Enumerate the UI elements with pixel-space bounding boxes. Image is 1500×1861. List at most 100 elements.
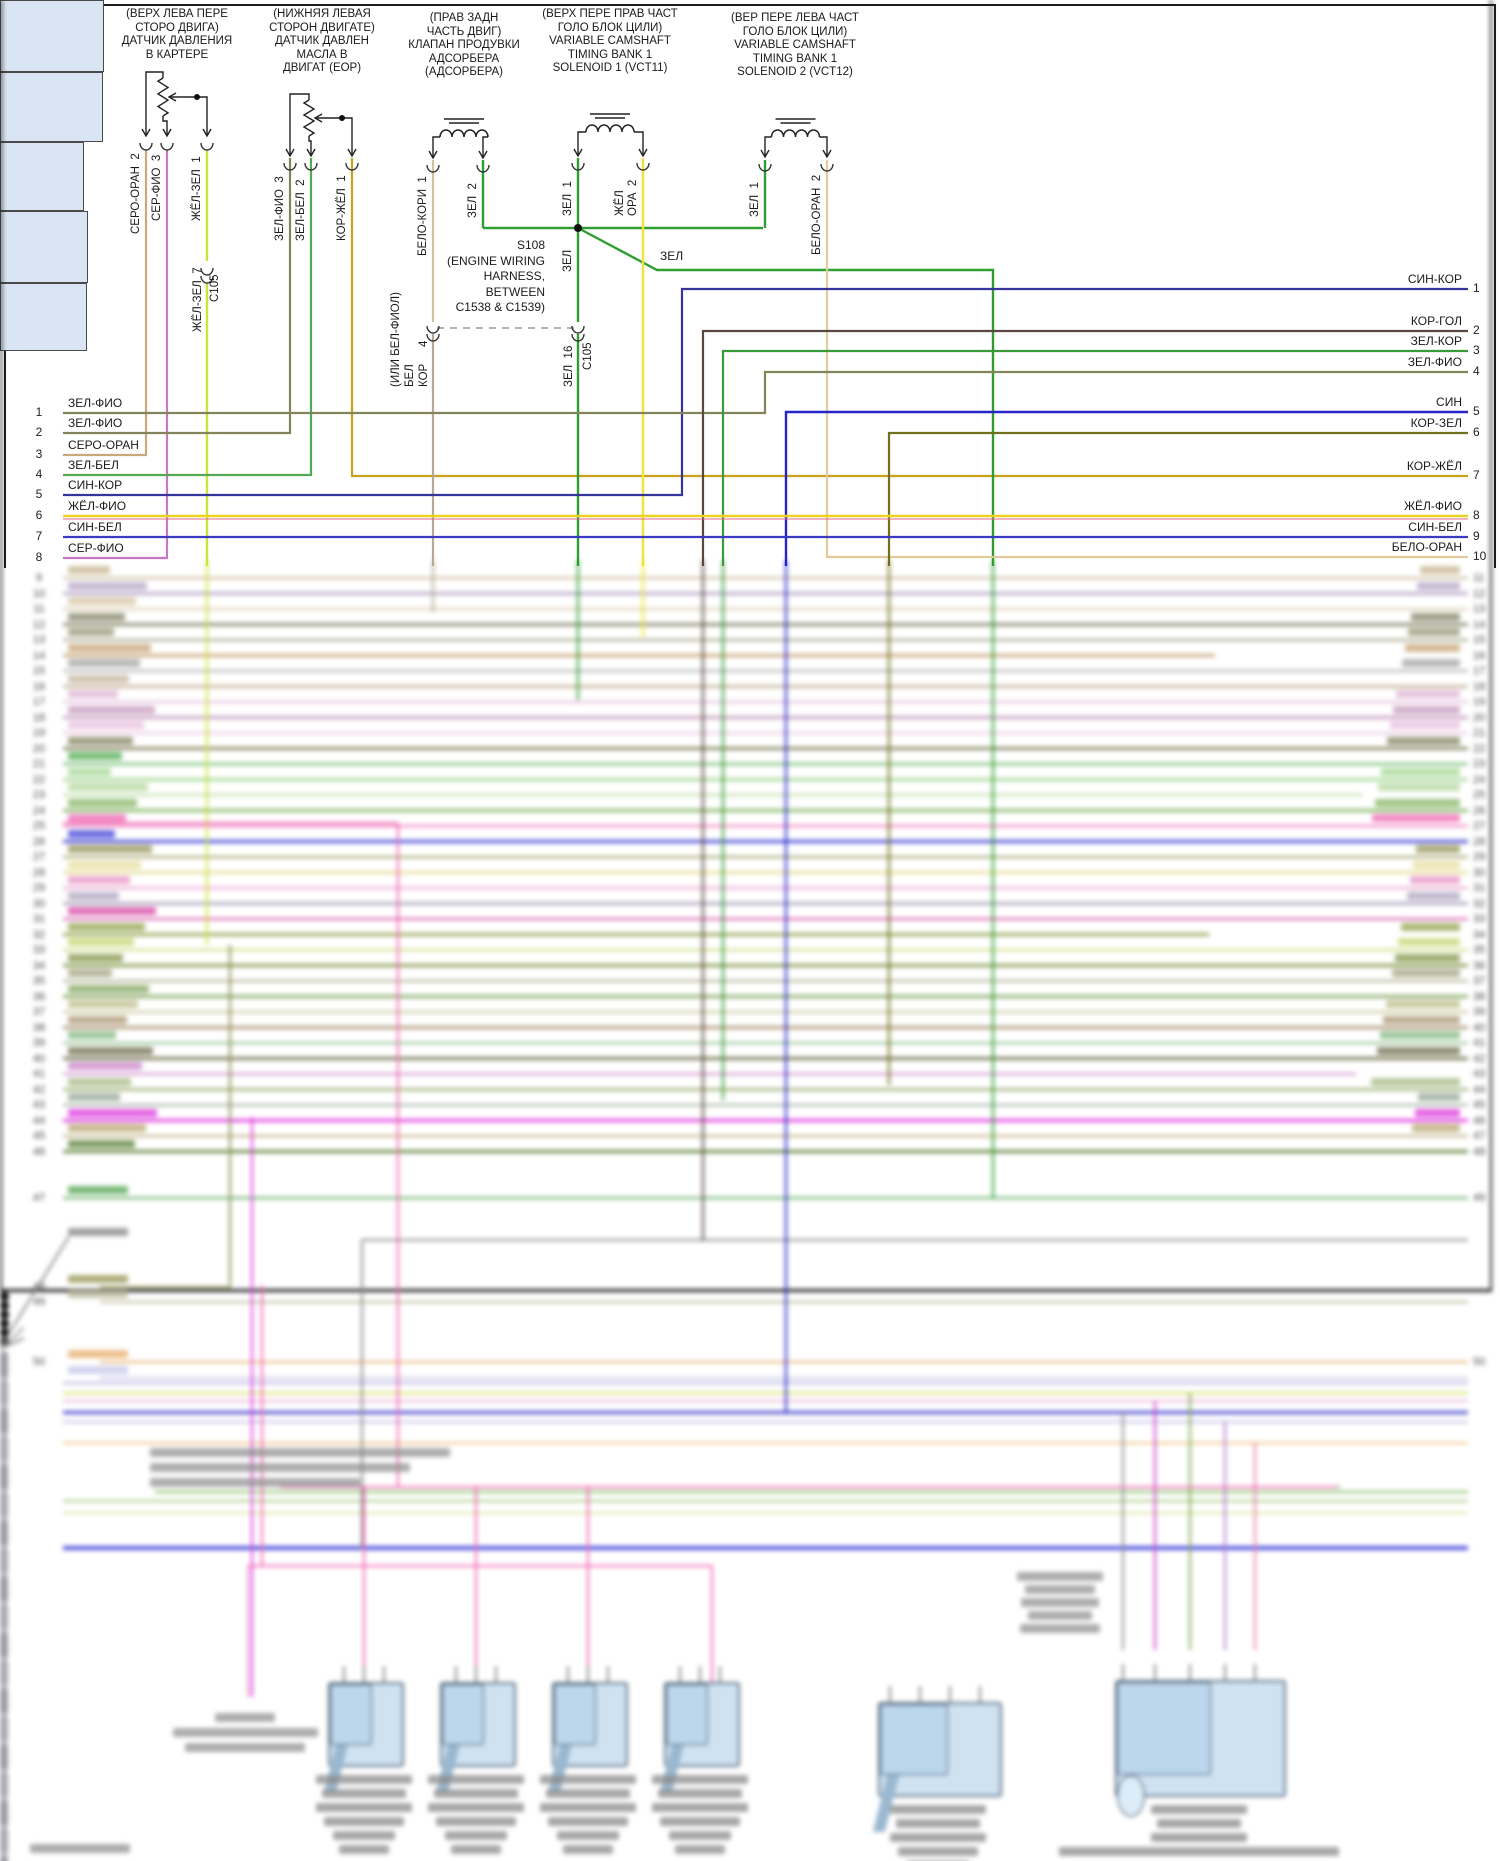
blur-text-block-line: [30, 1844, 130, 1853]
blur-left-row-number: 36: [32, 990, 46, 1003]
left-row-number: 3: [35, 447, 43, 461]
blur-pin-wire: [1122, 1664, 1124, 1680]
blur-row-left-label: [68, 922, 145, 931]
right-row-number: 2: [1473, 323, 1480, 337]
blur-row-right-label: [1395, 953, 1460, 962]
right-row-number: 1: [1473, 281, 1480, 295]
component-label-line: ГОЛО БЛОК ЦИЛИ): [557, 21, 663, 34]
blur-row-line: [63, 917, 1468, 921]
blur-component-box: [660, 1682, 740, 1792]
blur-left-row-number: 47: [32, 1192, 46, 1204]
blur-box-caption-line: [540, 1775, 636, 1784]
blur-row-line: [63, 809, 1468, 812]
wire-sin: [784, 410, 1468, 566]
blur-left-row-number: 15: [32, 665, 46, 677]
blur-component-box: [324, 1682, 404, 1792]
blur-box-caption-line: [1156, 1819, 1241, 1828]
blur-row-left-label: [68, 845, 152, 853]
component-box-evap-purge-valve: [0, 142, 84, 211]
blur-row-left-label: [68, 1186, 128, 1194]
zel-branch-label: ЗЕЛ: [660, 249, 684, 263]
blur-row-left-label: [68, 736, 133, 745]
left-row-number: 5: [35, 487, 43, 501]
blur-row-line: [63, 793, 1362, 797]
component-label-line: ДАТЧИК ДАВЛЕН: [275, 35, 369, 47]
blur-row-right-label: [1372, 814, 1460, 822]
blur-pin-wire: [363, 1666, 365, 1682]
blur-left-row-number: 38: [32, 1021, 46, 1034]
blur-row-left-label: [68, 1290, 128, 1298]
blur-vertical-wire: [246, 1566, 250, 1697]
blur-row-line: [63, 669, 1468, 673]
blur-pin-wire: [383, 1666, 385, 1682]
s108-line: (ENGINE WIRING: [447, 253, 545, 268]
blur-row-left-label: [68, 628, 114, 636]
blur-text-block-line: [215, 1713, 275, 1722]
blur-left-row-number: 31: [32, 913, 46, 925]
blur-row-left-label: [68, 581, 147, 590]
blur-row-left-label: [68, 721, 144, 729]
wire-kor-zel: [887, 431, 1468, 566]
blur-row-right-label: [1387, 736, 1460, 745]
blur-bus-line: [63, 1546, 1468, 1550]
blur-pin-wire: [679, 1666, 681, 1682]
blur-left-row-number: 34: [32, 959, 46, 972]
blur-motor-circle-icon: [1117, 1775, 1145, 1817]
component-label-line: (НИЖНЯЯ ЛЕВАЯ: [273, 8, 371, 20]
blur-box-caption-line: [669, 1831, 731, 1840]
blur-right-row-number: 49: [1473, 1192, 1486, 1204]
blur-box-caption-line: [652, 1775, 748, 1784]
component-label-line: (ВЕРХ ЛЕВА ПЕРЕ: [126, 8, 228, 20]
blur-left-row-number: 16: [32, 680, 46, 693]
blur-pin-wire: [1224, 1664, 1226, 1680]
wire-zel-fio-row: [63, 370, 1468, 415]
blur-box-caption-line: [890, 1833, 986, 1842]
blur-box-caption-line: [324, 1817, 404, 1826]
wiper-dot: [194, 94, 200, 100]
blur-left-row-number: 9: [35, 572, 43, 584]
blur-row-line: [63, 685, 1468, 688]
component-label-vct12-solenoid: (ВЕР ПЕРЕ ЛЕВА ЧАСТ ГОЛО БЛОК ЦИЛИ) VARIAB…: [680, 12, 910, 80]
s108-line: HARNESS,: [483, 269, 545, 283]
wire-zel-kor: [721, 349, 1468, 566]
blur-row-left-label: [68, 1366, 128, 1374]
blur-box-caption-line: [1150, 1805, 1247, 1814]
blur-vertical-wire: [710, 1566, 714, 1682]
blur-text-block-line: [150, 1448, 450, 1457]
connector-break-icon: [200, 267, 214, 276]
right-row-wire-label: КОР-ЖЁЛ: [1406, 459, 1462, 473]
left-row-wire-label: ЗЕЛ-ФИО: [68, 396, 123, 410]
blur-right-row-number: 30: [1473, 866, 1486, 879]
left-row-number: 7: [35, 529, 43, 543]
blur-row-left-label: [68, 984, 149, 993]
blur-left-row-number: 13: [32, 634, 46, 646]
symbol-lead: [289, 93, 310, 155]
blur-switch-icon: [548, 1745, 572, 1792]
blur-right-row-number: 25: [1473, 789, 1486, 801]
blur-box-inner: [880, 1704, 948, 1775]
blur-box-caption-line: [890, 1805, 986, 1814]
wire-zel-fio-eop: [63, 158, 292, 435]
right-row-wire-label: ЗЕЛ-КОР: [1410, 334, 1462, 348]
blur-row-line: [100, 1300, 1468, 1304]
blur-bus-line: [63, 1410, 1468, 1414]
blur-row-line: [63, 1010, 1468, 1014]
blur-pin-wire: [719, 1666, 721, 1682]
blur-box-caption-line: [563, 1845, 613, 1854]
component-label-line: SOLENOID 2 (VCT12): [737, 66, 853, 78]
diagram-frame-bottom: [0, 0, 1492, 1292]
blur-box-caption-line: [540, 1803, 636, 1812]
wire-kor-gol: [701, 329, 1468, 566]
symbol-lead: [634, 131, 644, 155]
blur-row-right-label: [1396, 690, 1460, 698]
blur-row-left-label: [68, 1228, 128, 1236]
blur-vertical-wire: [362, 1487, 366, 1682]
pin-hook-icon: [426, 164, 440, 173]
blur-pin-pill: [0, 1826, 8, 1855]
blur-left-row-number: 37: [32, 1006, 46, 1018]
blur-row-right-label: [1405, 643, 1460, 652]
blur-box-inner: [666, 1684, 708, 1745]
blur-pin-pill: [0, 1798, 8, 1827]
left-row-wire-label: СЕРО-ОРАН: [68, 438, 139, 452]
blur-text-block-line: [150, 1478, 360, 1487]
